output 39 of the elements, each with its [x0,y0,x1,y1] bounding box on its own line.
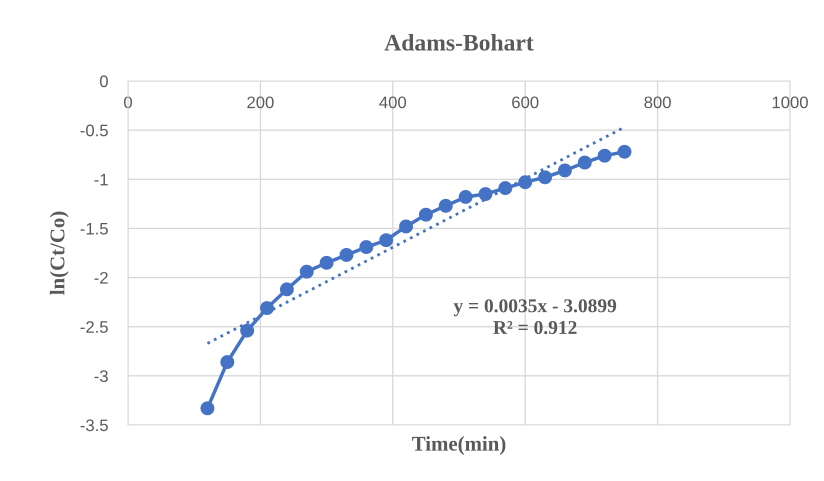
y-tick-label: -1 [94,174,108,186]
point [518,175,532,190]
y-tick-label: -2 [94,272,108,284]
point [498,181,512,196]
point [618,144,632,159]
point [280,282,294,296]
chart-title: Adams-Bohart [384,34,534,51]
point [260,301,274,315]
point [200,401,214,416]
x-tick-label: 200 [247,96,274,108]
point [558,163,572,178]
point [320,256,334,270]
y-tick-label: -0.5 [80,124,108,136]
x-axis-title: Time(min) [412,436,506,456]
point [538,170,552,184]
x-tick-label: 800 [644,96,671,108]
point [220,355,234,370]
point [340,248,354,262]
x-tick-label: 600 [512,96,538,108]
y-tick-label: -2.5 [80,321,108,333]
point [379,233,394,248]
point [438,198,453,213]
point [399,220,413,234]
point [240,324,254,338]
point [359,240,374,254]
point [598,148,612,163]
annotation: y = 0.0035x - 3.0899 R² = 0.912 [454,299,616,334]
point [458,190,473,204]
y-axis-title: ln(Ct/Co) [50,212,69,295]
x-tick-label: 1000 [772,96,808,108]
x-tick-label: 400 [379,96,406,108]
point [418,208,433,222]
point [300,264,314,279]
y-tick-label: 0 [100,75,108,88]
y-tick-label: -1.5 [80,223,108,235]
point [478,187,492,201]
point [578,156,592,170]
y-tick-label: -3.5 [80,419,108,432]
y-tick-label: -3 [94,370,108,382]
